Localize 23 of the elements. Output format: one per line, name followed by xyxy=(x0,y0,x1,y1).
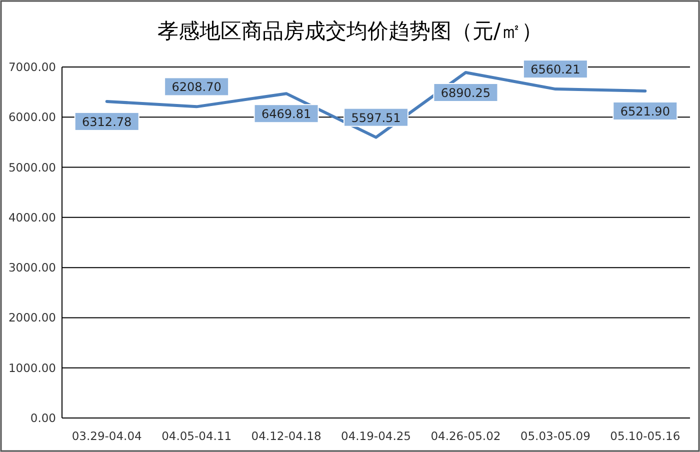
x-tick-label: 04.26-05.02 xyxy=(430,429,501,443)
data-label: 5597.51 xyxy=(351,110,401,125)
data-label: 6560.21 xyxy=(530,62,580,77)
y-tick-label: 6000.00 xyxy=(8,110,56,124)
data-label: 6312.78 xyxy=(82,114,132,129)
chart-title: 孝感地区商品房成交均价趋势图（元/㎡） xyxy=(157,19,543,43)
data-label: 6521.90 xyxy=(620,104,670,118)
data-label: 6208.70 xyxy=(172,80,222,94)
y-tick-label: 1000.00 xyxy=(8,360,56,375)
x-tick-label: 04.12-04.18 xyxy=(251,429,322,443)
y-tick-label: 3000.00 xyxy=(8,260,56,275)
data-label: 6469.81 xyxy=(261,107,312,122)
x-tick-label: 05.10-05.16 xyxy=(610,429,680,443)
x-tick-label: 04.19-04.25 xyxy=(341,429,411,443)
y-tick-label: 2000.00 xyxy=(8,310,56,325)
y-tick-label: 7000.00 xyxy=(8,60,56,74)
x-tick-label: 05.03-05.09 xyxy=(520,429,590,443)
x-tick-label: 04.05-04.11 xyxy=(162,429,232,443)
x-tick-label: 03.29-04.04 xyxy=(72,429,142,443)
data-label: 6890.25 xyxy=(440,86,491,100)
y-tick-label: 0.00 xyxy=(30,411,56,425)
y-tick-label: 5000.00 xyxy=(8,160,56,174)
y-tick-label: 4000.00 xyxy=(8,210,56,224)
